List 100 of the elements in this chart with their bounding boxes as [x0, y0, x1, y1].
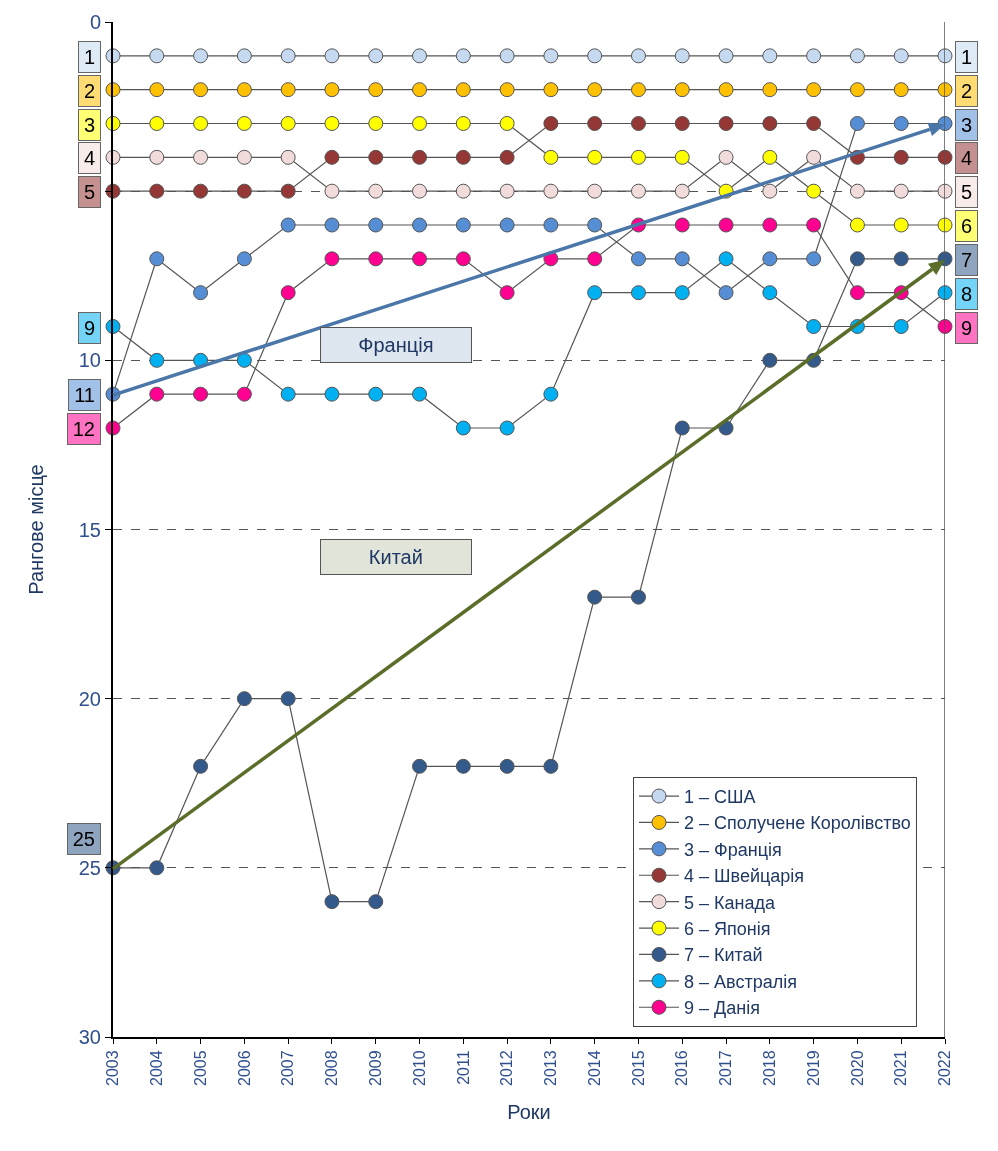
point: [849, 48, 865, 64]
point: [849, 217, 865, 233]
point: [849, 285, 865, 301]
point: [149, 352, 165, 368]
point: [280, 48, 296, 64]
legend-label: 8 – Австралія: [684, 971, 797, 992]
point: [587, 251, 603, 267]
point: [543, 217, 559, 233]
point: [193, 116, 209, 131]
point: [937, 183, 953, 199]
point: [762, 217, 778, 233]
point: [455, 217, 471, 233]
point: [630, 116, 646, 131]
point: [455, 149, 471, 165]
y-tick-label: 20: [78, 687, 101, 710]
point: [499, 217, 515, 233]
point: [762, 116, 778, 131]
point: [718, 285, 734, 301]
point: [674, 48, 690, 64]
x-axis-title: Роки: [507, 1100, 551, 1123]
point: [280, 116, 296, 131]
point: [499, 183, 515, 199]
point: [718, 217, 734, 233]
point: [324, 251, 340, 267]
x-tick-label: 2022: [936, 1050, 954, 1086]
point: [849, 251, 865, 267]
point: [543, 386, 559, 402]
x-tick-label: 2016: [673, 1050, 691, 1086]
point: [193, 386, 209, 402]
data-label: 4: [955, 142, 979, 175]
x-tick-label: 2009: [366, 1050, 384, 1086]
data-label: 3: [955, 108, 979, 141]
point: [499, 285, 515, 301]
point: [499, 48, 515, 64]
point: [806, 251, 822, 267]
point: [674, 183, 690, 199]
point: [806, 48, 822, 64]
point: [149, 183, 165, 199]
point: [324, 149, 340, 165]
point: [455, 82, 471, 98]
data-label: 9: [77, 311, 101, 344]
x-tick-label: 2005: [191, 1050, 209, 1086]
y-tick-label: 10: [78, 349, 101, 372]
point: [587, 82, 603, 98]
point: [543, 149, 559, 165]
point: [587, 589, 603, 605]
x-tick-label: 2018: [761, 1050, 779, 1086]
point: [193, 758, 209, 774]
point: [849, 183, 865, 199]
point: [236, 386, 252, 402]
point: [499, 420, 515, 436]
point: [674, 82, 690, 98]
point: [193, 183, 209, 199]
point: [412, 251, 428, 267]
point: [368, 386, 384, 402]
legend-label: 1 – США: [684, 787, 756, 808]
point: [937, 285, 953, 301]
point: [324, 116, 340, 131]
point: [674, 285, 690, 301]
point: [718, 82, 734, 98]
point: [674, 217, 690, 233]
point: [455, 758, 471, 774]
point: [499, 758, 515, 774]
point: [368, 251, 384, 267]
point: [368, 217, 384, 233]
data-label: 5: [77, 176, 101, 209]
point: [368, 149, 384, 165]
point: [412, 183, 428, 199]
point: [806, 183, 822, 199]
point: [718, 251, 734, 267]
point: [630, 183, 646, 199]
legend-label: 4 – Швейцарія: [684, 866, 805, 887]
point: [587, 183, 603, 199]
point: [893, 116, 909, 131]
point: [368, 82, 384, 98]
point: [236, 116, 252, 131]
point: [762, 48, 778, 64]
data-label: 1: [77, 40, 101, 73]
y-tick-label: 15: [78, 518, 101, 541]
data-label: 7: [955, 243, 979, 276]
point: [893, 149, 909, 165]
data-label: 9: [955, 311, 979, 344]
point: [455, 116, 471, 131]
point: [543, 48, 559, 64]
point: [849, 116, 865, 131]
point: [193, 149, 209, 165]
point: [718, 149, 734, 165]
point: [149, 48, 165, 64]
label-box: Франція: [319, 327, 472, 364]
point: [630, 82, 646, 98]
point: [893, 82, 909, 98]
point: [412, 82, 428, 98]
point: [937, 217, 953, 233]
point: [543, 183, 559, 199]
point: [893, 217, 909, 233]
point: [236, 691, 252, 707]
point: [280, 217, 296, 233]
point: [236, 82, 252, 98]
x-tick-label: 2007: [279, 1050, 297, 1086]
point: [718, 116, 734, 131]
